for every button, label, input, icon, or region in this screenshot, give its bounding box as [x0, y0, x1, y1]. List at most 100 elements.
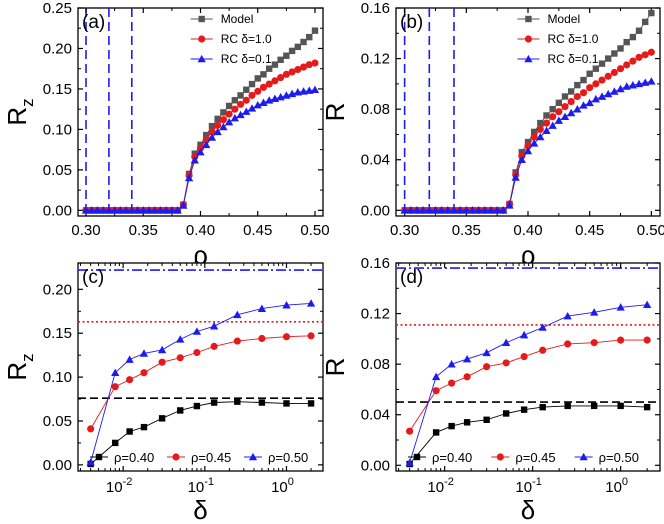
data-point — [542, 126, 551, 134]
data-point — [282, 333, 291, 341]
y-tick-label: 0.16 — [361, 0, 390, 17]
data-point — [306, 299, 316, 307]
data-point — [537, 119, 544, 127]
data-point — [167, 206, 177, 214]
data-point — [462, 206, 471, 214]
data-point — [561, 103, 569, 111]
data-point — [86, 458, 95, 466]
data-point — [555, 108, 563, 116]
data-point — [519, 330, 529, 339]
data-point — [214, 115, 221, 123]
data-point — [158, 358, 166, 366]
y-tick-label: 0.12 — [361, 51, 390, 68]
data-point — [419, 206, 428, 214]
data-point — [230, 113, 239, 122]
data-point — [591, 94, 600, 103]
x-tick-label: 0.35 — [129, 222, 158, 239]
data-point — [462, 354, 472, 363]
data-point — [213, 127, 222, 136]
data-point — [184, 173, 194, 182]
legend-marker — [248, 452, 258, 461]
x-axis-label: δ — [521, 495, 535, 524]
data-point — [224, 117, 234, 126]
data-point — [208, 122, 216, 130]
data-point — [580, 76, 587, 84]
data-point — [549, 105, 556, 113]
x-tick-label: 0.30 — [390, 222, 419, 239]
plot-frame — [395, 7, 661, 217]
data-point — [93, 206, 102, 214]
data-point — [282, 300, 291, 309]
y-tick-label: 0.04 — [361, 407, 390, 424]
data-point — [311, 27, 319, 34]
data-point — [592, 65, 600, 72]
x-tick-label: 0.40 — [513, 222, 542, 239]
legend-marker — [413, 453, 421, 461]
data-point — [248, 91, 256, 99]
y-tick-label: 0.16 — [361, 255, 390, 272]
data-point — [579, 89, 588, 97]
data-point — [196, 147, 205, 156]
data-point — [493, 206, 502, 214]
data-point — [567, 97, 575, 106]
data-point — [111, 368, 120, 377]
x-tick-label: 10-1 — [515, 476, 541, 496]
data-point — [564, 340, 572, 348]
data-point — [647, 48, 655, 56]
data-point — [254, 75, 261, 82]
data-point — [610, 68, 618, 77]
data-point — [202, 136, 210, 144]
data-point — [483, 363, 491, 371]
legend-marker — [524, 35, 533, 43]
data-point — [604, 89, 613, 98]
y-tick-label: 0.10 — [43, 121, 72, 138]
data-point — [622, 82, 631, 90]
y-tick-label: 0.00 — [361, 457, 390, 474]
data-point — [431, 372, 441, 381]
data-point — [432, 429, 440, 436]
data-point — [233, 310, 242, 319]
panel-label: (b) — [400, 12, 423, 33]
data-point — [536, 125, 544, 133]
panel-label: (c) — [82, 267, 104, 288]
plot-frame — [77, 262, 324, 472]
y-tick-label: 0.00 — [361, 202, 390, 219]
data-point — [277, 56, 284, 63]
data-point — [121, 206, 131, 214]
data-point — [271, 77, 279, 85]
data-point — [518, 148, 526, 156]
data-point — [597, 92, 607, 100]
data-point — [258, 399, 266, 406]
data-point — [139, 349, 149, 357]
data-point — [283, 400, 290, 407]
data-point — [616, 303, 625, 311]
legend-label: ρ=0.45 — [515, 450, 555, 465]
legend-marker — [198, 35, 206, 43]
data-point — [502, 410, 510, 417]
data-point — [214, 121, 222, 129]
y-tick-label: 0.00 — [43, 457, 72, 474]
legend-label: RC δ=0.1 — [547, 52, 598, 66]
data-point — [116, 206, 125, 214]
data-point — [538, 323, 547, 331]
data-point — [560, 112, 570, 121]
data-point — [641, 78, 650, 86]
data-point — [176, 335, 185, 343]
data-point — [127, 206, 136, 214]
data-point — [265, 80, 273, 88]
x-tick-label: 0.45 — [575, 222, 604, 239]
legend-marker — [579, 452, 588, 461]
data-point — [567, 88, 575, 95]
x-tick-label: 100 — [605, 476, 628, 496]
x-tick-exponent: 0 — [622, 476, 628, 488]
data-point — [307, 400, 315, 407]
data-point — [179, 201, 188, 209]
data-point — [140, 369, 148, 377]
data-point — [643, 336, 651, 344]
legend-label: ρ=0.40 — [114, 450, 154, 465]
data-point — [307, 332, 315, 340]
data-point — [523, 146, 533, 155]
data-point — [162, 206, 171, 214]
data-point — [641, 51, 649, 59]
